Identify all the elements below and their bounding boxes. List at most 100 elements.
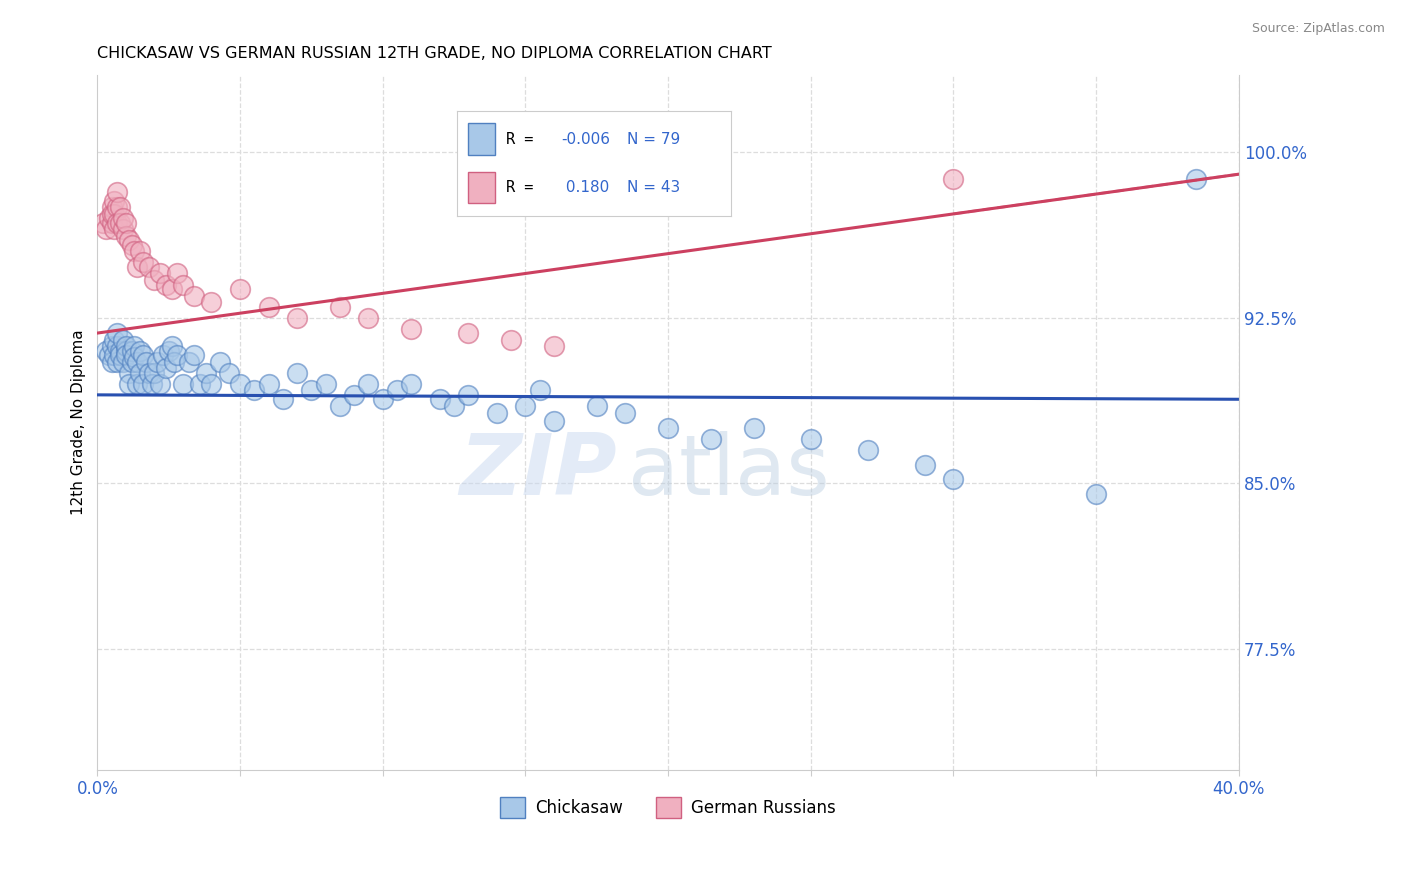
Text: CHICKASAW VS GERMAN RUSSIAN 12TH GRADE, NO DIPLOMA CORRELATION CHART: CHICKASAW VS GERMAN RUSSIAN 12TH GRADE, …: [97, 46, 772, 62]
Point: [115, 229, 138, 244]
Text: N = 43: N = 43: [627, 180, 681, 195]
Point: [103, 348, 125, 362]
Point: [172, 376, 194, 391]
Point: [357, 376, 380, 391]
Point: [121, 355, 143, 369]
Text: ZIP: ZIP: [460, 430, 617, 513]
Point: [112, 333, 135, 347]
Point: [94, 343, 117, 358]
Point: [115, 216, 138, 230]
Point: [132, 255, 155, 269]
Point: [105, 216, 128, 230]
Point: [103, 333, 125, 347]
Point: [329, 300, 352, 314]
Point: [152, 348, 174, 362]
Point: [700, 432, 723, 446]
Point: [115, 343, 138, 358]
Point: [271, 392, 294, 407]
Point: [105, 339, 128, 353]
Text: -0.006: -0.006: [561, 131, 610, 146]
Point: [118, 233, 141, 247]
Point: [942, 171, 965, 186]
Point: [914, 458, 936, 473]
Point: [183, 348, 205, 362]
Point: [108, 343, 131, 358]
Point: [115, 348, 138, 362]
Point: [135, 355, 157, 369]
Point: [100, 200, 122, 214]
Point: [138, 366, 160, 380]
Point: [112, 222, 135, 236]
Point: [115, 339, 138, 353]
Point: [457, 388, 479, 402]
Point: [121, 237, 143, 252]
Point: [146, 355, 169, 369]
Point: [124, 351, 146, 365]
Point: [543, 414, 565, 428]
Point: [100, 216, 122, 230]
Point: [157, 343, 180, 358]
Legend: Chickasaw, German Russians: Chickasaw, German Russians: [494, 790, 842, 824]
Point: [112, 211, 135, 226]
Point: [127, 260, 149, 274]
Point: [105, 355, 128, 369]
Point: [143, 273, 166, 287]
Point: [585, 399, 607, 413]
Point: [127, 376, 149, 391]
Point: [155, 277, 177, 292]
FancyBboxPatch shape: [468, 123, 495, 155]
Point: [160, 339, 183, 353]
Point: [742, 421, 765, 435]
Point: [200, 295, 222, 310]
Point: [183, 288, 205, 302]
Point: [138, 260, 160, 274]
Point: [129, 366, 152, 380]
Point: [155, 361, 177, 376]
Point: [1085, 487, 1108, 501]
Point: [399, 321, 422, 335]
Point: [371, 392, 394, 407]
Point: [118, 376, 141, 391]
Point: [299, 384, 322, 398]
Point: [243, 384, 266, 398]
Point: [91, 216, 114, 230]
Point: [315, 376, 337, 391]
Point: [485, 405, 508, 419]
FancyBboxPatch shape: [468, 171, 495, 203]
Point: [105, 200, 128, 214]
Point: [209, 355, 232, 369]
Point: [285, 310, 308, 325]
Text: R =: R =: [506, 131, 543, 146]
Point: [143, 366, 166, 380]
Point: [149, 376, 172, 391]
Point: [257, 376, 280, 391]
Point: [100, 355, 122, 369]
Point: [100, 207, 122, 221]
Text: Source: ZipAtlas.com: Source: ZipAtlas.com: [1251, 22, 1385, 36]
Point: [94, 222, 117, 236]
Point: [229, 282, 252, 296]
Point: [129, 244, 152, 259]
Point: [942, 472, 965, 486]
Point: [105, 185, 128, 199]
Point: [141, 376, 163, 391]
Point: [166, 348, 188, 362]
Point: [800, 432, 823, 446]
Point: [329, 399, 352, 413]
Point: [108, 348, 131, 362]
Point: [357, 310, 380, 325]
Point: [108, 216, 131, 230]
Point: [163, 355, 186, 369]
Point: [188, 376, 211, 391]
Y-axis label: 12th Grade, No Diploma: 12th Grade, No Diploma: [72, 330, 86, 516]
Text: R =: R =: [506, 180, 543, 195]
Point: [127, 355, 149, 369]
Point: [200, 376, 222, 391]
Text: atlas: atlas: [628, 431, 830, 512]
Point: [457, 326, 479, 340]
Point: [218, 366, 240, 380]
Point: [121, 343, 143, 358]
Point: [129, 343, 152, 358]
Point: [103, 194, 125, 208]
Point: [515, 399, 537, 413]
